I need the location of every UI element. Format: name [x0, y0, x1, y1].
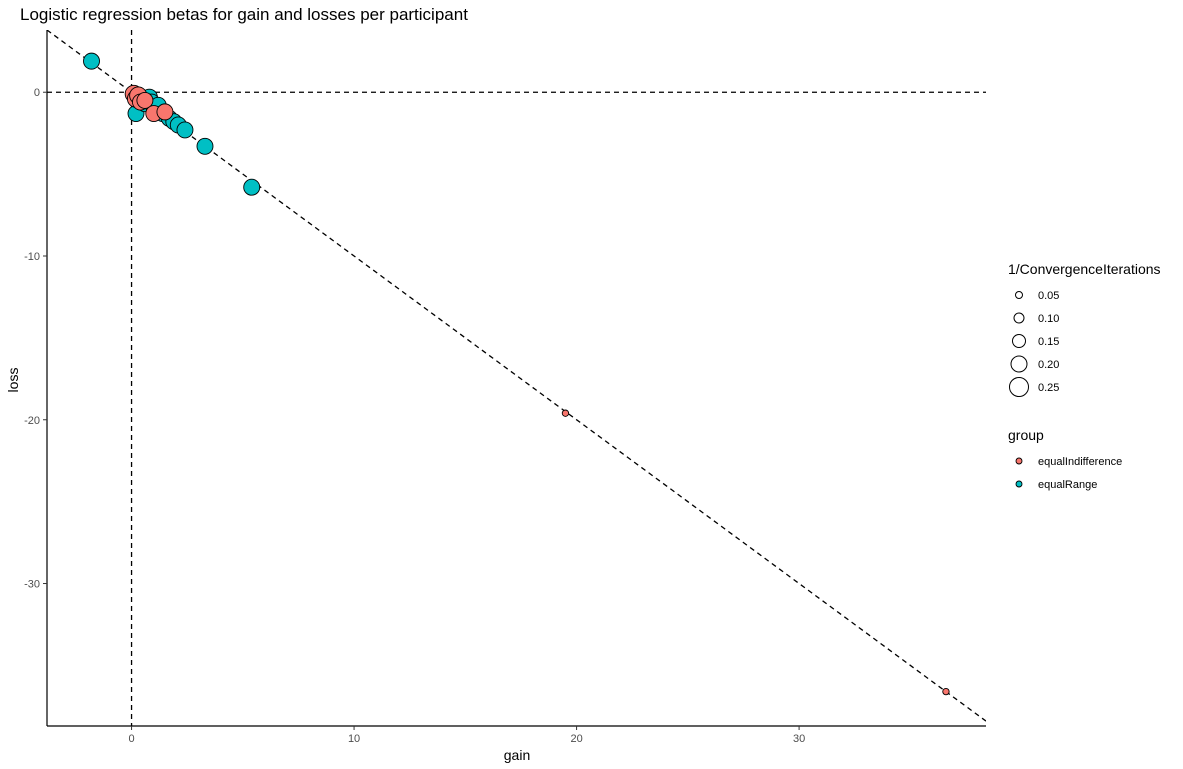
y-axis-label: loss — [5, 368, 21, 393]
plot-area: 0 10 20 30 0 -10 -20 -30 — [24, 30, 986, 745]
x-tick-label-0: 0 — [128, 733, 134, 745]
color-legend-label-1: equalRange — [1038, 479, 1097, 491]
chart-title: Logistic regression betas for gain and l… — [20, 5, 468, 24]
size-legend-label-2: 0.15 — [1038, 336, 1059, 348]
y-tick-label--20: -20 — [24, 415, 40, 427]
size-legend-label-0: 0.05 — [1038, 290, 1059, 302]
size-legend-label-4: 0.25 — [1038, 382, 1059, 394]
point-equalIndifference-6 — [156, 103, 174, 121]
y-tick-label-0: 0 — [34, 87, 40, 99]
color-legend-title: group — [1008, 427, 1044, 443]
size-legend-title: 1/ConvergenceIterations — [1008, 261, 1161, 277]
axes — [46, 30, 986, 727]
size-legend: 1/ConvergenceIterations 0.05 0.10 0.15 0.20… — [1008, 261, 1161, 397]
point-equalRange-12 — [176, 121, 194, 139]
x-axis-label: gain — [504, 747, 530, 763]
y-tick-label--10: -10 — [24, 251, 40, 263]
y-tick-label--30: -30 — [24, 579, 40, 591]
color-legend-label-0: equalIndifference — [1038, 456, 1122, 468]
point-equalIndifference-4 — [136, 91, 154, 109]
color-legend: group equalIndifference equalRange — [1008, 427, 1122, 491]
point-equalRange-13 — [196, 137, 214, 155]
point-equalRange-14 — [243, 178, 261, 196]
x-tick-label-30: 30 — [793, 733, 805, 745]
color-legend-key-1 — [1015, 480, 1023, 488]
reference-lines — [47, 30, 986, 726]
series-equalRange — [83, 52, 261, 196]
point-equalRange-0 — [83, 52, 100, 70]
size-legend-key-1 — [1013, 312, 1025, 324]
size-legend-key-2 — [1012, 334, 1026, 348]
data-points — [83, 52, 950, 696]
x-tick-label-20: 20 — [570, 733, 582, 745]
size-legend-key-4 — [1009, 377, 1029, 397]
tick-labels: 0 10 20 30 0 -10 -20 -30 — [24, 87, 805, 745]
size-legend-key-0 — [1015, 291, 1023, 299]
size-legend-label-1: 0.10 — [1038, 313, 1059, 325]
point-equalIndifference-8 — [942, 687, 950, 696]
x-tick-label-10: 10 — [348, 733, 360, 745]
size-legend-key-3 — [1010, 355, 1028, 373]
color-legend-key-0 — [1015, 457, 1023, 465]
size-legend-label-3: 0.20 — [1038, 359, 1059, 371]
point-equalIndifference-7 — [561, 409, 570, 417]
series-equalIndifference — [124, 84, 950, 696]
